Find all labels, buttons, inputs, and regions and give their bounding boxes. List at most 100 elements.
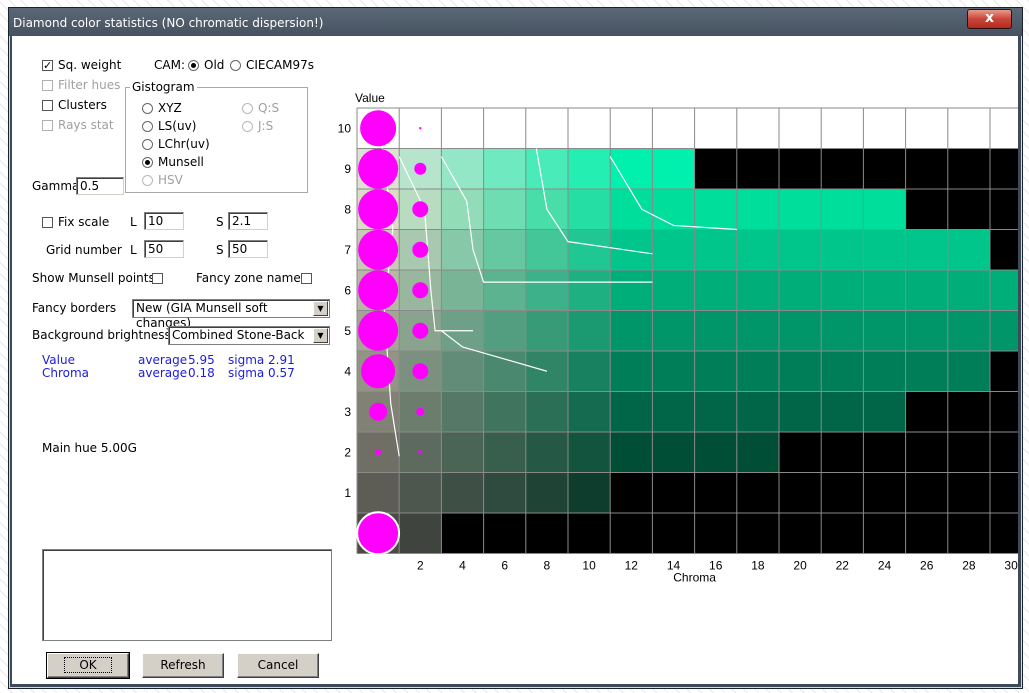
chart-y-tick-label: 2 xyxy=(344,445,351,459)
chevron-down-icon[interactable]: ▼ xyxy=(313,301,328,316)
chart-cell xyxy=(610,189,653,230)
refresh-button[interactable]: Refresh xyxy=(142,653,224,678)
gistogram-lsuv-radio[interactable] xyxy=(142,121,153,132)
close-button[interactable]: x xyxy=(967,9,1012,29)
chart-cell xyxy=(863,310,906,351)
chart-cell xyxy=(863,229,906,270)
chart-cell xyxy=(990,108,1018,149)
chart-cell xyxy=(610,108,653,149)
chart-cell xyxy=(779,229,822,270)
sq-weight-checkbox[interactable]: ✓ xyxy=(42,59,53,72)
chart-cell xyxy=(652,310,695,351)
stats-chroma-sigma: 0.57 xyxy=(268,366,295,380)
chart-cell xyxy=(568,391,611,432)
chart-cell xyxy=(779,270,822,311)
chart-markers xyxy=(356,110,429,556)
grid-number-label: Grid number xyxy=(46,243,122,257)
chart-cell xyxy=(779,148,822,189)
gistogram-xyz-radio[interactable] xyxy=(142,103,153,114)
clusters-label: Clusters xyxy=(58,98,107,112)
chart-cell xyxy=(863,148,906,189)
chart-cell xyxy=(863,472,906,513)
ok-button-label: OK xyxy=(64,657,112,673)
grid-number-l-input[interactable]: 50 xyxy=(144,240,184,258)
chart-cell xyxy=(441,472,484,513)
chart-x-tick-label: 6 xyxy=(501,559,508,573)
chart-x-tick-label: 24 xyxy=(878,559,892,573)
chart-cell xyxy=(652,108,695,149)
chart-marker xyxy=(412,201,429,218)
gistogram-munsell-radio[interactable] xyxy=(142,157,153,168)
chart-marker xyxy=(412,322,429,339)
cam-ciecam97s-radio[interactable] xyxy=(230,60,241,71)
chart-cell xyxy=(905,351,948,392)
gamma-input[interactable]: 0.5 xyxy=(76,177,124,195)
chart-x-tick-label: 16 xyxy=(709,559,723,573)
gistogram-hsv-radio[interactable] xyxy=(142,175,153,186)
fix-scale-checkbox[interactable] xyxy=(42,217,53,228)
chart-marker xyxy=(358,270,399,311)
clusters-checkbox[interactable] xyxy=(42,100,53,111)
chart-cell xyxy=(483,513,526,554)
chart-cell xyxy=(610,391,653,432)
gistogram-lchruv-radio[interactable] xyxy=(142,139,153,150)
background-brightness-value: Combined Stone-Back xyxy=(172,328,305,342)
stats-value-sigma: 2.91 xyxy=(268,353,295,367)
chart-cell xyxy=(736,391,779,432)
background-brightness-select[interactable]: Combined Stone-Back ▼ xyxy=(168,326,330,345)
chart-y-tick-label: 1 xyxy=(344,486,351,500)
chart-cell xyxy=(652,432,695,473)
grid-number-s-input[interactable]: 50 xyxy=(228,240,268,258)
fancy-borders-select[interactable]: New (GIA Munsell soft changes) ▼ xyxy=(132,299,330,330)
fix-scale-label: Fix scale xyxy=(58,215,110,229)
chart-cell xyxy=(694,513,737,554)
chart-cell xyxy=(779,189,822,230)
rays-stat-label: Rays stat xyxy=(58,118,114,132)
chart-cell xyxy=(863,432,906,473)
filter-hues-checkbox[interactable] xyxy=(42,80,53,91)
chart-cell xyxy=(652,472,695,513)
chart-cell xyxy=(483,108,526,149)
chart-marker xyxy=(375,449,382,456)
chart-cell xyxy=(990,229,1018,270)
output-memo[interactable] xyxy=(42,549,332,641)
stats-chroma-average: 0.18 xyxy=(188,366,215,380)
chart-y-tick-label: 6 xyxy=(344,283,351,297)
ok-button[interactable]: OK xyxy=(46,652,130,679)
chart-cell xyxy=(990,351,1018,392)
chart-cell xyxy=(694,270,737,311)
sq-weight-label: Sq. weight xyxy=(58,58,122,72)
fix-scale-s-input[interactable]: 2.1 xyxy=(228,212,268,230)
chart-cell xyxy=(821,108,864,149)
fix-scale-l-label: L xyxy=(130,215,137,229)
show-munsell-points-checkbox[interactable] xyxy=(152,273,163,284)
gistogram-qs-radio[interactable] xyxy=(242,103,253,114)
chart-cell xyxy=(441,108,484,149)
chart-cell xyxy=(568,513,611,554)
rays-stat-checkbox[interactable] xyxy=(42,120,53,131)
grid-number-l-label: L xyxy=(130,243,137,257)
main-hue-text: Main hue 5.00G xyxy=(42,441,137,455)
stats-value-sigma-label: sigma xyxy=(228,353,265,367)
chart-marker xyxy=(358,148,399,189)
chart-x-tick-label: 8 xyxy=(544,559,551,573)
cancel-button[interactable]: Cancel xyxy=(237,653,319,678)
chevron-down-icon[interactable]: ▼ xyxy=(313,328,328,343)
chart-boundary-curve xyxy=(441,330,548,372)
chart-cell xyxy=(568,108,611,149)
cam-old-radio[interactable] xyxy=(188,60,199,71)
gistogram-xyz-label: XYZ xyxy=(158,101,182,115)
gistogram-js-label: J:S xyxy=(258,119,274,133)
chart-cell xyxy=(821,189,864,230)
chart-cell xyxy=(947,472,990,513)
gistogram-js-radio[interactable] xyxy=(242,121,253,132)
chart-gridlines xyxy=(356,107,1018,554)
chart-cell xyxy=(990,432,1018,473)
fancy-zone-names-checkbox[interactable] xyxy=(301,273,312,284)
chart-cell xyxy=(736,270,779,311)
chart-cell xyxy=(863,108,906,149)
fix-scale-l-input[interactable]: 10 xyxy=(144,212,184,230)
title-bar[interactable]: Diamond color statistics (NO chromatic d… xyxy=(9,8,1022,36)
chart-cell xyxy=(990,391,1018,432)
chart-cell xyxy=(863,351,906,392)
